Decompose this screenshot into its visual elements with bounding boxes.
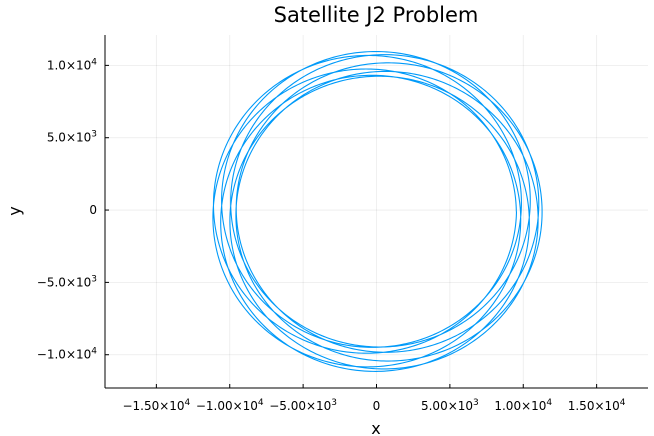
axes: [104, 35, 648, 389]
y-tick-label: −1.0×104: [37, 347, 97, 362]
y-tick-label: 0: [89, 203, 97, 217]
plot-area: [212, 50, 543, 372]
chart-title: Satellite J2 Problem: [274, 3, 479, 27]
y-tick-label: 1.0×104: [47, 57, 97, 72]
x-tick-label: 0: [373, 399, 381, 413]
tick-labels: −1.50×104 −1.00×104 −5.00×103 0 5.00×103 1.00…: [37, 57, 626, 413]
x-tick-label: 1.50×104: [568, 398, 626, 413]
y-axis-label: y: [5, 206, 24, 215]
x-tick-label: −5.00×103: [269, 398, 337, 413]
y-tick-label: −5.0×103: [37, 274, 97, 289]
x-tick-label: 5.00×103: [421, 398, 479, 413]
grid: [105, 35, 648, 388]
x-tick-label: −1.50×104: [122, 398, 190, 413]
y-tick-label: 5.0×103: [47, 130, 97, 145]
orbit-trajectory-line: [212, 50, 543, 372]
x-tick-label: 1.00×104: [494, 398, 552, 413]
x-axis-label: x: [371, 419, 380, 436]
x-tick-label: −1.00×104: [196, 398, 264, 413]
